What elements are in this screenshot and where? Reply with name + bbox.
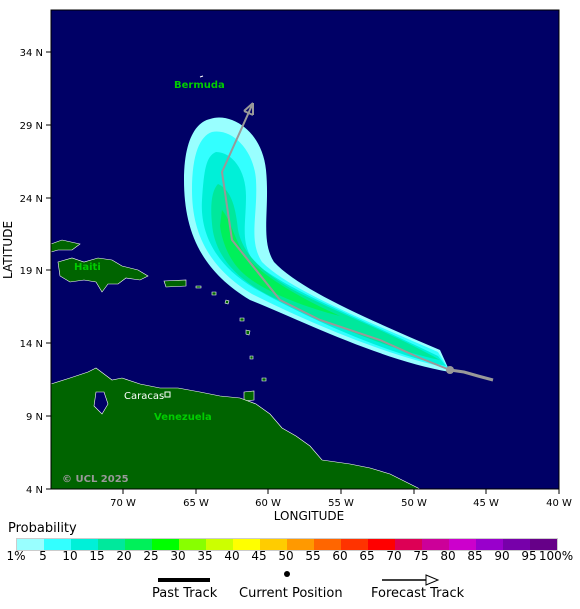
legend-color-swatch [530, 539, 557, 550]
legend-scale-label: 90 [494, 549, 510, 563]
legend-color-swatch [125, 539, 152, 550]
legend-scale-label: 85 [467, 549, 483, 563]
legend-color-swatch [395, 539, 422, 550]
legend-scale-label: 15 [89, 549, 105, 563]
forecast-track-key-arrow-icon [425, 574, 440, 586]
forecast-track-key-label: Forecast Track [371, 586, 465, 601]
past-track-key-label: Past Track [152, 586, 218, 601]
legend-scale-label: 55 [305, 549, 321, 563]
legend-color-swatch [206, 539, 233, 550]
trinidad-land [243, 390, 255, 402]
caracas-label: Caracas [124, 391, 164, 402]
forecast-arrow-icon [243, 102, 254, 116]
x-axis-title: LONGITUDE [274, 509, 344, 523]
legend-scale-label: 65 [359, 549, 375, 563]
land-masses [50, 239, 421, 490]
legend-color-swatch [17, 539, 44, 550]
puerto-rico-land [163, 279, 187, 288]
lon-tick-label: 55 W [328, 498, 354, 509]
current-position-key-icon [284, 571, 290, 577]
lat-tick-label: 34 N [20, 48, 43, 59]
copyright-watermark: © UCL 2025 [62, 474, 129, 485]
legend-color-swatch [503, 539, 530, 550]
legend-scale-label: 70 [386, 549, 402, 563]
legend-color-swatch [314, 539, 341, 550]
legend-color-swatch [179, 539, 206, 550]
legend-scale-label: 100% [538, 549, 574, 563]
south-america-land [50, 367, 421, 490]
legend-scale-label: 45 [251, 549, 267, 563]
legend-color-swatch [71, 539, 98, 550]
probability-scale-labels: 1% 5 10 15 20 25 30 35 40 45 50 55 60 65 70 75 80 85 90 95 1… [0, 549, 580, 565]
legend-scale-label: 1% [6, 549, 26, 563]
legend-scale-label: 40 [224, 549, 240, 563]
legend-scale-label: 50 [278, 549, 294, 563]
legend-scale-label: 80 [440, 549, 456, 563]
legend-color-swatch [152, 539, 179, 550]
haiti-label: Haiti [74, 262, 101, 273]
legend-scale-label: 5 [39, 549, 47, 563]
lon-tick-label: 50 W [401, 498, 427, 509]
lat-tick-label: 19 N [20, 266, 43, 277]
map-frame [50, 9, 560, 490]
legend-color-swatch [476, 539, 503, 550]
venezuela-label: Venezuela [154, 412, 212, 423]
bermuda-island [199, 75, 204, 78]
lat-tick-label: 24 N [20, 194, 43, 205]
caracas-marker [164, 391, 171, 398]
axis-ticks [46, 51, 560, 494]
legend-color-swatch [260, 539, 287, 550]
lat-tick-label: 29 N [20, 121, 43, 132]
lat-tick-label: 4 N [26, 485, 43, 496]
legend-scale-label: 75 [413, 549, 429, 563]
legend-color-swatch [233, 539, 260, 550]
legend-color-swatch [422, 539, 449, 550]
swath-20pct [220, 210, 340, 316]
lon-tick-label: 60 W [255, 498, 281, 509]
past-track-line [449, 368, 494, 382]
legend-scale-label: 60 [332, 549, 348, 563]
lon-tick-label: 45 W [473, 498, 499, 509]
lon-tick-label: 65 W [183, 498, 209, 509]
legend-scale-label: 10 [62, 549, 78, 563]
legend-scale-label: 30 [170, 549, 186, 563]
lake-maracaibo [93, 391, 109, 415]
probability-color-bar [16, 538, 558, 551]
forecast-track-line [220, 102, 451, 371]
legend-scale-label: 20 [116, 549, 132, 563]
lat-tick-label: 14 N [20, 339, 43, 350]
bermuda-label: Bermuda [174, 80, 225, 91]
legend-title: Probability [8, 521, 77, 536]
legend-color-swatch [341, 539, 368, 550]
swath-5pct [192, 131, 448, 368]
lat-tick-label: 9 N [26, 412, 43, 423]
current-position-key-label: Current Position [239, 586, 343, 601]
legend-scale-label: 25 [143, 549, 159, 563]
legend-color-swatch [98, 539, 125, 550]
lon-tick-label: 40 W [546, 498, 572, 509]
legend-color-swatch [368, 539, 395, 550]
legend-scale-label: 95 [521, 549, 537, 563]
legend-color-swatch [287, 539, 314, 550]
lon-tick-label: 70 W [110, 498, 136, 509]
hispaniola-land [57, 257, 149, 293]
current-position-marker [446, 366, 454, 374]
legend-color-swatch [44, 539, 71, 550]
legend-scale-label: 35 [197, 549, 213, 563]
legend-color-swatch [449, 539, 476, 550]
lesser-antilles [195, 285, 267, 382]
y-axis-title: LATITUDE [1, 221, 15, 279]
